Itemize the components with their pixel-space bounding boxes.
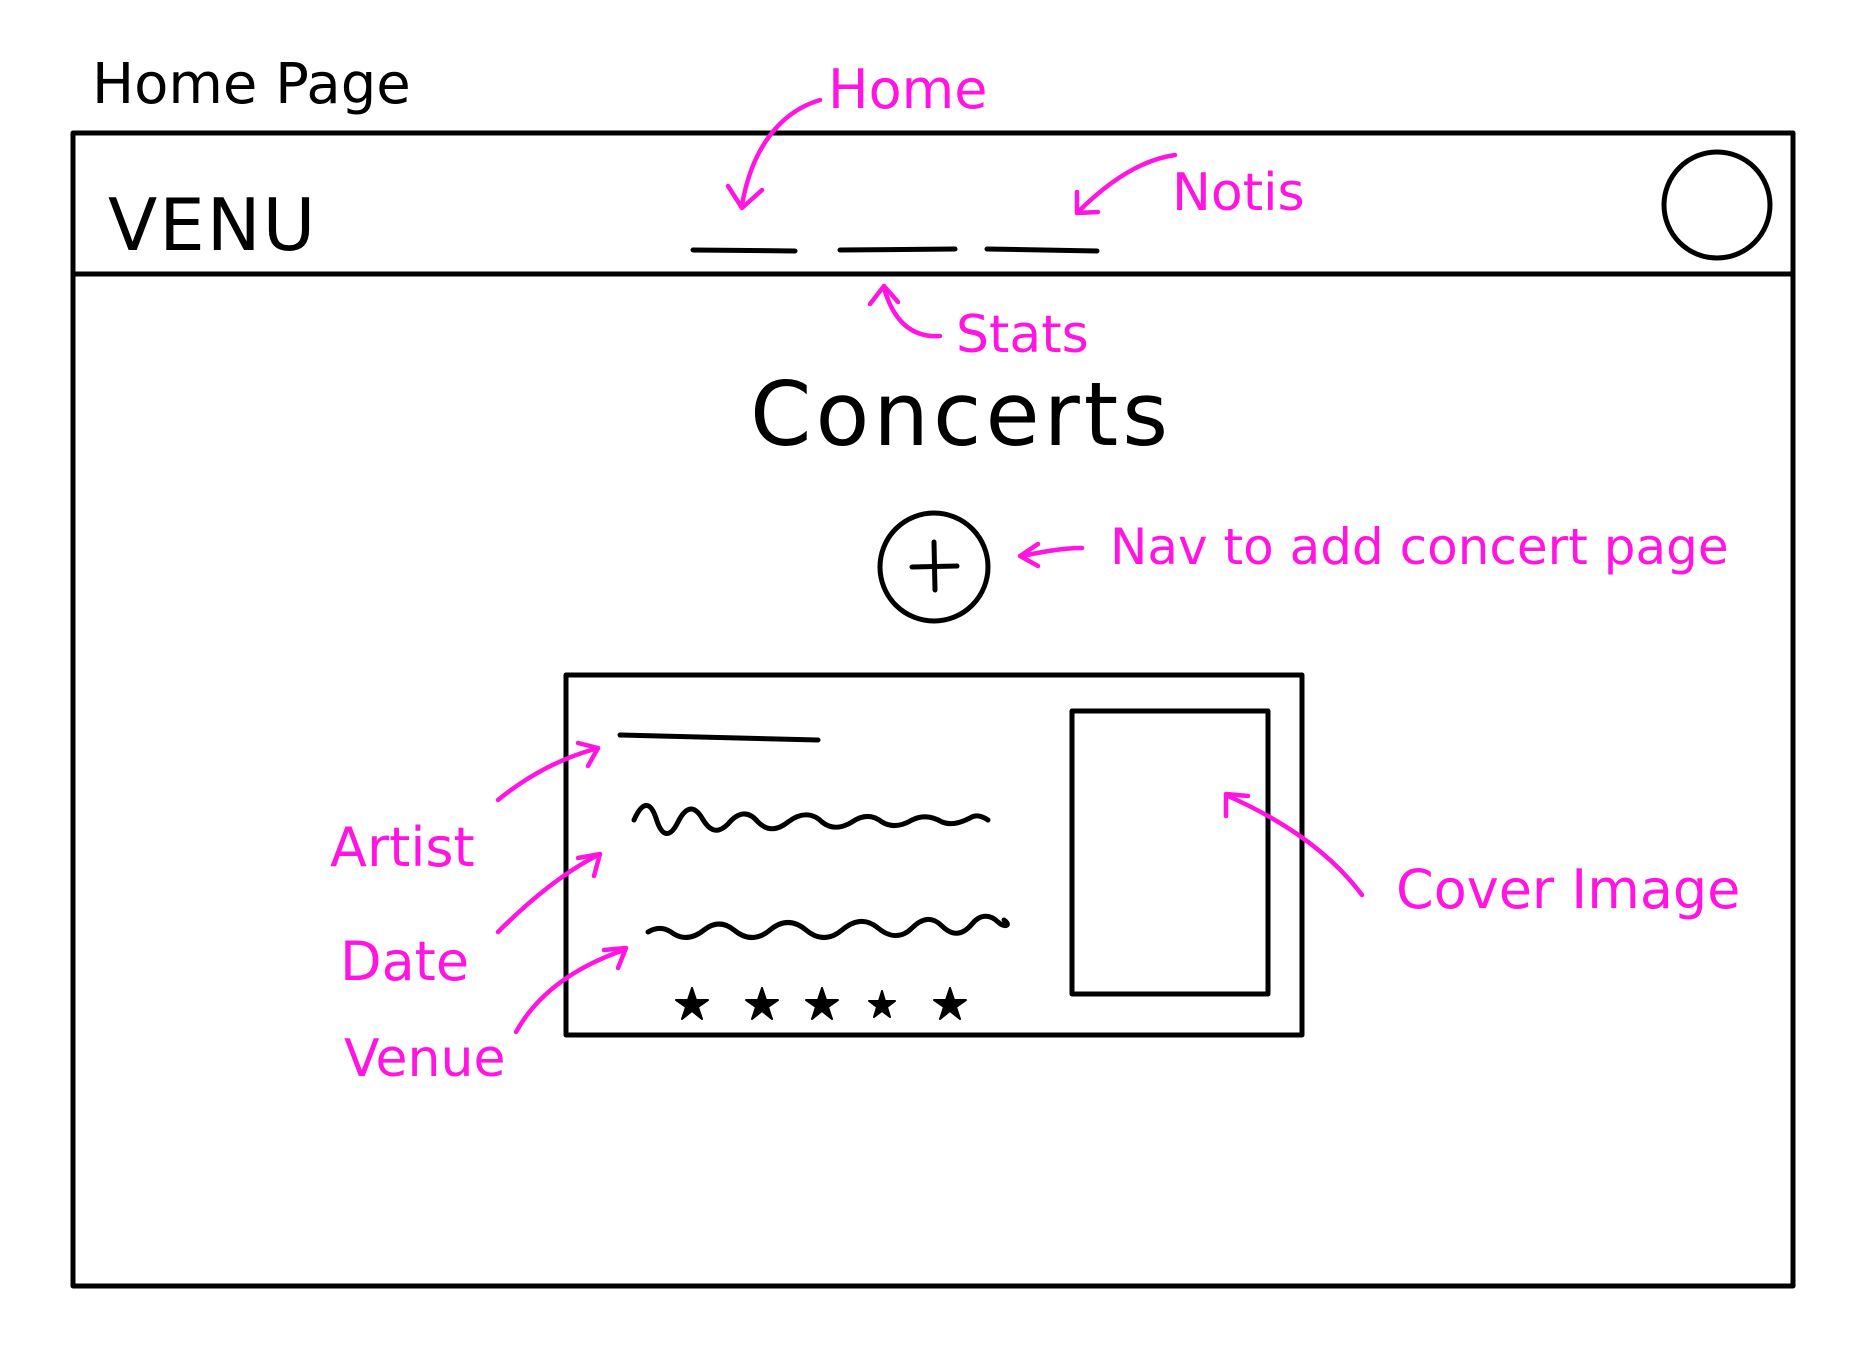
annotation-cover: Cover Image [1396,858,1740,921]
avatar-icon[interactable] [1661,149,1773,261]
annotation-artist-arrowhead [575,740,601,769]
annotation-date-arrowhead [575,851,603,879]
artist-placeholder [617,732,821,743]
annotation-artist-arrow [495,745,601,803]
concert-card-frame [563,672,1305,1038]
annotation-stats-arrowhead [867,283,901,307]
concerts-heading: Concerts [750,363,1172,466]
annotation-cover-arrowhead [1223,791,1251,819]
page-title: Home Page [92,52,411,117]
annotation-artist: Artist [330,816,475,879]
star-icon [745,987,779,1020]
annotation-home-arrow [739,97,823,208]
nav-tab-notis[interactable] [984,246,1100,254]
add-concert-button[interactable] [877,510,991,624]
date-placeholder [631,803,991,836]
cover-image-placeholder [1069,708,1271,997]
annotation-venue-arrow [513,947,627,1035]
annotation-notis-arrowhead [1074,189,1101,216]
annotation-home-arrowhead [725,183,765,211]
star-icon [805,987,839,1020]
rating-stars [675,987,967,1020]
venue-placeholder [645,913,1010,940]
browser-frame [70,130,1796,1289]
annotation-cover-arrow [1225,793,1365,898]
app-logo: VENU [108,183,317,267]
star-icon [933,987,967,1020]
annotation-add-arrowhead [1017,541,1041,569]
annotation-notis: Notis [1172,163,1305,223]
annotation-date: Date [340,930,469,993]
annotation-notis-arrow [1075,152,1178,215]
annotation-add: Nav to add concert page [1110,518,1729,576]
concert-card[interactable] [563,672,1305,1038]
star-icon [868,990,896,1018]
annotation-stats-arrow [881,285,943,339]
plus-icon-horizontal [909,563,960,570]
annotation-date-arrow [495,852,601,935]
nav-tab-home[interactable] [690,247,798,254]
star-icon [675,987,709,1020]
annotation-home: Home [828,58,987,121]
annotation-venue-arrowhead [601,945,629,971]
nav-tab-stats[interactable] [837,246,958,253]
annotation-add-arrow [1019,545,1085,559]
plus-circle-icon [877,510,991,624]
annotation-venue: Venue [344,1029,505,1089]
annotation-stats: Stats [956,305,1089,365]
